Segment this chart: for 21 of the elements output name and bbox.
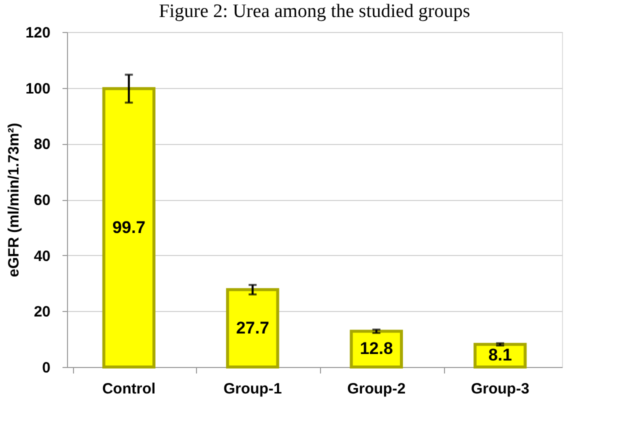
y-tick-label: 0: [42, 360, 50, 376]
data-label: 99.7: [112, 218, 146, 237]
bar: [474, 342, 527, 368]
bar: [226, 288, 280, 368]
data-label: 8.1: [488, 346, 512, 365]
x-tick-label: Control: [102, 380, 156, 398]
x-tick-label: Group-1: [223, 380, 282, 398]
bar: [102, 87, 156, 368]
chart-title: Figure 2: Urea among the studied groups: [158, 1, 470, 22]
data-label: 27.7: [236, 318, 270, 338]
y-tick-label: 20: [34, 304, 50, 321]
y-tick-label: 120: [25, 24, 50, 42]
x-tick-label: Group-2: [347, 380, 406, 398]
data-label: 12.8: [360, 339, 393, 358]
y-tick-label: 100: [25, 80, 50, 98]
y-tick-label: 80: [34, 136, 50, 154]
y-tick-label: 60: [34, 192, 50, 209]
y-tick-label: 40: [34, 248, 50, 265]
y-axis-title: eGFR (ml/min/1.73m²): [5, 122, 22, 278]
x-tick-label: Group-3: [470, 380, 530, 398]
bar: [350, 330, 403, 368]
